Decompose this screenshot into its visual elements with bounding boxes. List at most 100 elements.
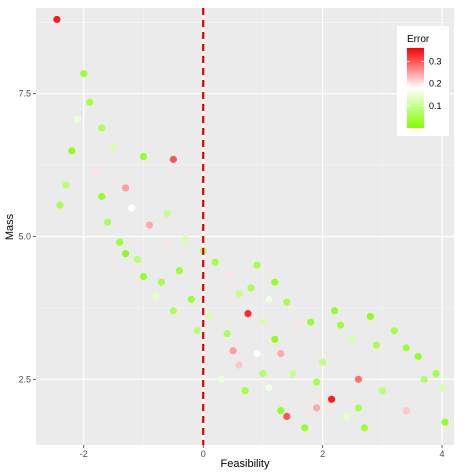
data-point — [121, 184, 130, 192]
data-point — [133, 255, 142, 263]
data-point — [86, 98, 94, 106]
data-point — [235, 361, 243, 369]
data-point — [151, 292, 160, 301]
data-points — [53, 15, 449, 432]
data-point — [157, 278, 165, 286]
data-point — [259, 369, 267, 378]
legend-tick-label: 0.3 — [429, 56, 442, 66]
y-tick-label: 2.5 — [18, 374, 31, 384]
data-point — [283, 298, 291, 306]
data-point — [414, 352, 422, 361]
data-point — [92, 170, 100, 178]
data-point — [98, 192, 106, 201]
data-point — [265, 384, 273, 392]
y-tick-label: 7.5 — [18, 89, 31, 99]
data-point — [307, 318, 315, 326]
data-point — [313, 378, 321, 386]
data-point — [217, 375, 225, 383]
data-point — [205, 312, 213, 321]
legend-tick-label: 0.2 — [429, 79, 442, 89]
data-point — [223, 330, 231, 338]
data-point — [139, 152, 148, 161]
data-point — [319, 358, 327, 366]
legend-colorbar — [407, 48, 424, 128]
data-point — [145, 221, 154, 229]
data-point — [402, 407, 410, 415]
data-point — [235, 290, 243, 298]
legend-ticks: 0.1 0.2 0.3 — [407, 56, 442, 111]
data-point — [181, 235, 189, 243]
data-point — [313, 404, 321, 412]
data-point — [163, 241, 171, 249]
y-axis-ticks: 2.5 5.0 7.5 — [18, 89, 36, 384]
data-point — [265, 295, 273, 303]
data-point — [420, 375, 428, 383]
data-point — [127, 204, 136, 212]
data-point — [68, 147, 76, 155]
data-point — [372, 341, 380, 349]
data-point — [247, 284, 255, 292]
data-point — [80, 70, 88, 78]
x-axis-title: Feasibility — [221, 458, 270, 470]
data-point — [441, 418, 449, 426]
x-tick-label: 2 — [320, 449, 325, 459]
minor-gridlines — [36, 8, 454, 445]
data-point — [175, 267, 183, 275]
data-point — [229, 347, 237, 355]
legend-title: Error — [407, 34, 430, 45]
data-point — [169, 307, 177, 315]
data-point — [354, 375, 363, 383]
data-point — [244, 310, 252, 318]
data-point — [53, 15, 61, 24]
x-tick-label: -2 — [80, 449, 88, 459]
data-point — [432, 369, 440, 378]
x-tick-label: 4 — [440, 449, 445, 459]
data-point — [402, 344, 410, 352]
data-point — [378, 387, 386, 395]
data-point — [169, 155, 177, 163]
data-point — [139, 272, 148, 281]
data-point — [187, 295, 195, 303]
data-point — [110, 144, 118, 152]
data-point — [438, 384, 446, 392]
data-point — [271, 278, 279, 286]
y-tick-label: 5.0 — [18, 231, 31, 241]
data-point — [226, 270, 234, 278]
data-point — [193, 327, 201, 335]
data-point — [62, 181, 70, 189]
data-point — [74, 115, 82, 123]
data-point — [253, 350, 261, 358]
data-point — [327, 395, 336, 403]
data-point — [348, 335, 357, 343]
data-point — [277, 407, 285, 415]
data-point — [301, 424, 309, 432]
y-axis-title: Mass — [4, 213, 16, 240]
data-point — [360, 424, 369, 432]
data-point — [342, 412, 351, 421]
legend-tick-label: 0.1 — [429, 101, 442, 111]
data-point — [104, 218, 112, 226]
data-point — [330, 307, 339, 315]
data-point — [354, 404, 363, 412]
data-point — [283, 412, 291, 421]
data-point — [241, 387, 249, 395]
data-point — [295, 321, 303, 329]
data-point — [289, 369, 297, 378]
data-point — [271, 335, 279, 343]
data-point — [336, 321, 345, 329]
data-point — [121, 250, 130, 258]
data-point — [390, 327, 398, 335]
x-axis-ticks: -2 0 2 4 — [80, 445, 445, 459]
data-point — [259, 318, 267, 326]
data-point — [253, 261, 261, 269]
data-point — [277, 350, 285, 358]
data-point — [211, 258, 219, 266]
data-point — [366, 312, 374, 321]
data-point — [56, 201, 64, 209]
color-legend: Error 0.1 0.2 0.3 — [397, 26, 449, 136]
plot-panel — [36, 8, 454, 445]
x-tick-label: 0 — [201, 449, 206, 459]
data-point — [116, 238, 124, 246]
data-point — [98, 124, 106, 132]
